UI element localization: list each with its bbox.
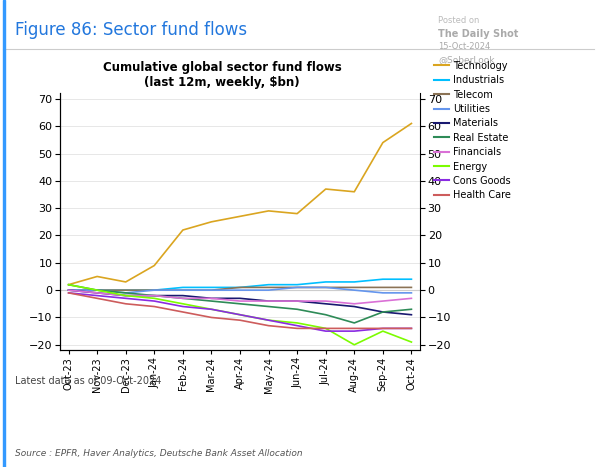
Text: 15-Oct-2024: 15-Oct-2024 bbox=[438, 42, 490, 51]
Text: Latest data as of 09-Oct-2024: Latest data as of 09-Oct-2024 bbox=[15, 376, 161, 386]
Title: Cumulative global sector fund flows
(last 12m, weekly, $bn): Cumulative global sector fund flows (las… bbox=[103, 62, 341, 90]
Text: Source : EPFR, Haver Analytics, Deutsche Bank Asset Allocation: Source : EPFR, Haver Analytics, Deutsche… bbox=[15, 449, 302, 458]
Text: Figure 86: Sector fund flows: Figure 86: Sector fund flows bbox=[15, 21, 247, 39]
Text: The Daily Shot: The Daily Shot bbox=[438, 29, 518, 39]
Text: @SoberLook: @SoberLook bbox=[438, 55, 494, 64]
Legend: Technology, Industrials, Telecom, Utilities, Materials, Real Estate, Financials,: Technology, Industrials, Telecom, Utilit… bbox=[434, 61, 511, 200]
Text: Posted on: Posted on bbox=[438, 16, 479, 25]
